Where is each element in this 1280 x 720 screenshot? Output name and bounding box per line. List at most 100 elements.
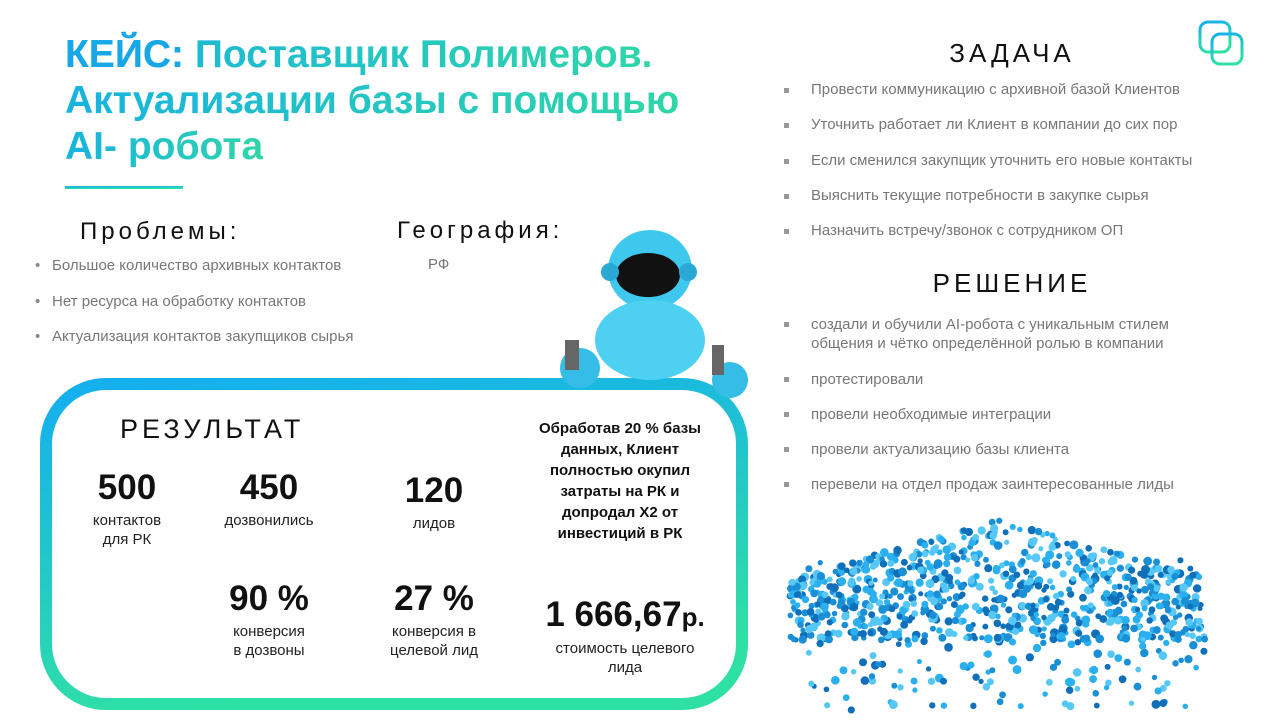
pellet xyxy=(1151,674,1158,681)
pellet xyxy=(907,580,914,587)
solution-item: провели актуализацию базы клиента xyxy=(784,440,1211,459)
bullet: • xyxy=(35,292,41,310)
pellet xyxy=(989,531,998,540)
pellet xyxy=(1095,634,1105,644)
pellet xyxy=(1067,590,1075,598)
pellet xyxy=(1153,584,1161,592)
pellet xyxy=(995,613,1001,620)
pellet xyxy=(917,558,923,564)
pellet xyxy=(1113,616,1122,625)
pellet xyxy=(1152,626,1161,634)
title-line: Актуализации базы с помощью xyxy=(65,79,680,122)
pellet xyxy=(1089,675,1098,683)
pellet xyxy=(967,576,976,585)
pellet xyxy=(1008,565,1017,574)
pellet xyxy=(910,600,918,607)
pellet xyxy=(1063,607,1070,614)
pellet xyxy=(1066,586,1073,593)
pellet xyxy=(837,577,847,586)
stat-label: лидов xyxy=(412,515,456,532)
pellet xyxy=(1182,703,1189,710)
pellet xyxy=(1104,575,1111,582)
pellet xyxy=(887,593,893,599)
pellet xyxy=(1163,639,1170,647)
pellet xyxy=(1171,572,1179,581)
pellet xyxy=(1057,632,1066,640)
pellet xyxy=(790,599,796,605)
pellet xyxy=(1008,616,1017,626)
pellet xyxy=(1050,632,1056,638)
pellet xyxy=(938,633,947,642)
pellet xyxy=(937,535,945,543)
pellet xyxy=(1027,526,1036,535)
pellet xyxy=(986,678,994,686)
pellet xyxy=(1032,643,1042,653)
pellet xyxy=(1012,665,1022,675)
pellet xyxy=(1031,553,1041,563)
task-item: Выяснить текущие потребности в закупке с… xyxy=(784,187,1149,204)
pellet xyxy=(921,600,929,608)
pellet xyxy=(1092,562,1099,568)
pellet xyxy=(1039,632,1046,640)
pellet xyxy=(816,572,826,581)
pellet xyxy=(849,559,857,567)
pellet xyxy=(835,591,843,599)
pellet xyxy=(1105,679,1112,687)
pellet xyxy=(1033,611,1039,618)
pellet xyxy=(1124,573,1132,581)
pellet xyxy=(904,636,911,644)
pellet xyxy=(1123,584,1129,590)
task-item: Назначить встречу/звонок с сотрудником О… xyxy=(784,222,1123,239)
logo xyxy=(1198,20,1244,66)
pellet xyxy=(1059,570,1067,578)
pellet xyxy=(915,578,924,587)
pellet xyxy=(973,573,980,580)
pellet xyxy=(1066,560,1072,566)
pellet xyxy=(1025,553,1032,561)
pellet xyxy=(928,549,936,556)
pellet xyxy=(1095,613,1102,620)
pellet xyxy=(1056,553,1063,560)
pellet xyxy=(1067,640,1076,649)
pellet xyxy=(983,634,993,644)
pellet xyxy=(860,608,868,616)
pellet xyxy=(794,602,801,609)
bullet: • xyxy=(35,257,41,274)
pellet xyxy=(1047,578,1054,585)
pellet xyxy=(1075,548,1084,558)
pellet xyxy=(849,567,858,576)
pellet xyxy=(1118,675,1127,684)
pellet xyxy=(911,610,919,617)
pellet xyxy=(893,630,903,639)
pellet xyxy=(1131,596,1138,604)
pellet xyxy=(984,650,992,658)
pellet xyxy=(993,619,1002,628)
pellet xyxy=(872,577,878,583)
pellet xyxy=(982,683,991,691)
pellet xyxy=(895,641,902,648)
pellet xyxy=(988,518,996,526)
pellet xyxy=(823,686,830,693)
pellet xyxy=(908,596,914,602)
pellet xyxy=(929,611,937,620)
pellet xyxy=(1041,614,1047,621)
pellet xyxy=(1044,530,1050,537)
pellet xyxy=(1038,546,1044,552)
pellet xyxy=(944,628,954,637)
pellet xyxy=(1034,582,1043,590)
pellet xyxy=(900,620,909,629)
solution-item: провели необходимые интеграции xyxy=(784,405,1211,424)
pellet xyxy=(843,567,850,574)
pellet xyxy=(979,635,985,641)
pellet xyxy=(1049,663,1058,671)
pellet xyxy=(869,652,877,660)
pellet xyxy=(898,567,907,577)
pellet xyxy=(800,627,806,633)
pellet xyxy=(798,581,808,591)
pellet xyxy=(1135,666,1142,673)
pellet xyxy=(1114,606,1123,615)
pellet xyxy=(959,591,966,598)
pellet xyxy=(1178,657,1184,664)
stat-label: конверсия xyxy=(233,623,305,640)
title: КЕЙС: Поставщик Полимеров. xyxy=(65,32,653,78)
